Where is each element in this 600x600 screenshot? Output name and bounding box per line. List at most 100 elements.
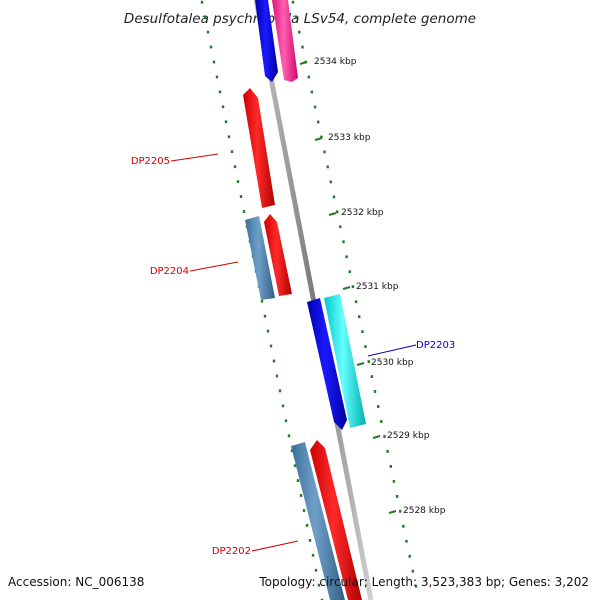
map-title: Desulfotalea psychrophila LSv54, complet… <box>124 11 476 27</box>
tick-dot <box>383 435 386 438</box>
tick-dot <box>310 90 314 94</box>
tick-dot <box>339 225 342 229</box>
tick-dot <box>323 150 326 154</box>
tick-dot <box>408 554 411 558</box>
tick-dot <box>295 15 298 19</box>
accession-text: Accession: NC_006138 <box>8 575 144 589</box>
tick-dot <box>307 75 310 79</box>
gene-blue-top <box>255 0 278 82</box>
gene-labels: DP2205 DP2204 DP2203 DP2202 <box>131 153 455 557</box>
tick-dot <box>287 434 291 438</box>
label-DP2202[interactable]: DP2202 <box>212 546 251 557</box>
tick-dot <box>260 299 264 303</box>
tick-dot <box>302 509 306 512</box>
tick-dot <box>278 389 282 393</box>
tick-dot <box>411 569 414 573</box>
gene-red-bottom <box>310 440 362 600</box>
genome-summary-text: Topology: circular; Length: 3,523,383 bp… <box>258 575 589 589</box>
gene-DP2203 <box>324 294 366 428</box>
tick-mark <box>372 435 381 439</box>
tick-dot <box>227 135 231 139</box>
tick-dot <box>345 255 348 259</box>
tick-mark <box>314 137 323 141</box>
tick-dot <box>389 465 392 468</box>
tick-dot <box>239 195 243 198</box>
tick-mark <box>342 286 351 290</box>
tick-label-2533: 2533 kbp <box>328 133 371 143</box>
tick-dot <box>320 598 324 600</box>
tick-dot <box>317 583 321 587</box>
label-DP2203[interactable]: DP2203 <box>416 340 455 351</box>
label-DP2204[interactable]: DP2204 <box>150 266 189 277</box>
tick-label-2532: 2532 kbp <box>341 208 384 218</box>
tick-dot <box>329 180 332 184</box>
tick-dot <box>373 390 377 393</box>
tick-label-2529: 2529 kbp <box>387 431 430 441</box>
tick-dot <box>351 285 355 289</box>
tick-dot <box>293 464 297 468</box>
tick-dot <box>203 15 207 19</box>
tick-dot <box>377 405 380 408</box>
tick-dot <box>272 359 276 363</box>
tick-dot <box>200 0 204 4</box>
tick-label-2531: 2531 kbp <box>356 282 399 292</box>
tick-dot <box>221 105 225 109</box>
tick-dot <box>212 60 216 64</box>
tick-dot <box>311 553 315 557</box>
tick-dot <box>332 195 336 199</box>
tick-dot <box>405 539 408 543</box>
genes <box>243 0 366 600</box>
tick-mark <box>356 362 365 366</box>
label-DP2205[interactable]: DP2205 <box>131 156 170 167</box>
tick-dot <box>242 210 246 213</box>
tick-mark <box>299 61 308 65</box>
tick-dot <box>206 30 210 34</box>
tick-dot <box>348 270 351 274</box>
tick-dot <box>395 495 399 498</box>
tick-dot <box>298 30 301 34</box>
tick-dot <box>386 450 389 453</box>
tick-dot <box>230 150 234 154</box>
tick-dot <box>269 344 273 348</box>
tick-dot <box>314 568 318 572</box>
tick-dot <box>296 479 300 482</box>
leader-DP2204 <box>189 261 239 272</box>
tick-dot <box>290 449 294 453</box>
tick-dot <box>367 360 370 363</box>
tick-dot <box>414 584 418 588</box>
tick-dot <box>215 75 219 79</box>
tick-mark <box>388 510 397 514</box>
tick-dot <box>380 420 383 423</box>
tick-dot <box>313 105 317 109</box>
gene-DP2205 <box>243 88 275 208</box>
tick-mark <box>328 212 337 216</box>
tick-dot <box>320 135 323 139</box>
tick-dot <box>291 0 295 4</box>
tick-label-2530: 2530 kbp <box>371 358 414 368</box>
leader-DP2202 <box>251 540 299 552</box>
tick-dot <box>358 315 361 319</box>
tick-dot <box>354 300 358 304</box>
tick-dot <box>218 90 222 94</box>
tick-dot <box>326 165 329 169</box>
tick-dot <box>233 165 237 169</box>
tick-dot <box>317 120 320 124</box>
tick-labels: 2534 kbp 2533 kbp 2532 kbp 2531 kbp 2530… <box>299 57 446 516</box>
tick-dot <box>263 314 267 318</box>
tick-dot <box>370 375 373 378</box>
tick-dot <box>281 404 285 408</box>
tick-dot <box>342 240 345 244</box>
tick-dot <box>275 374 279 378</box>
gene-blue-mid <box>307 298 347 430</box>
tick-dot <box>364 345 367 348</box>
tick-label-2534: 2534 kbp <box>314 57 357 67</box>
tick-dot <box>402 524 405 528</box>
tick-dot <box>284 419 288 423</box>
tick-dot <box>305 524 309 527</box>
outer-tick-ring <box>200 0 324 600</box>
tick-dot <box>236 180 240 183</box>
tick-dot <box>301 45 304 49</box>
gene-magenta-top <box>272 0 298 82</box>
leader-DP2205 <box>170 153 219 162</box>
